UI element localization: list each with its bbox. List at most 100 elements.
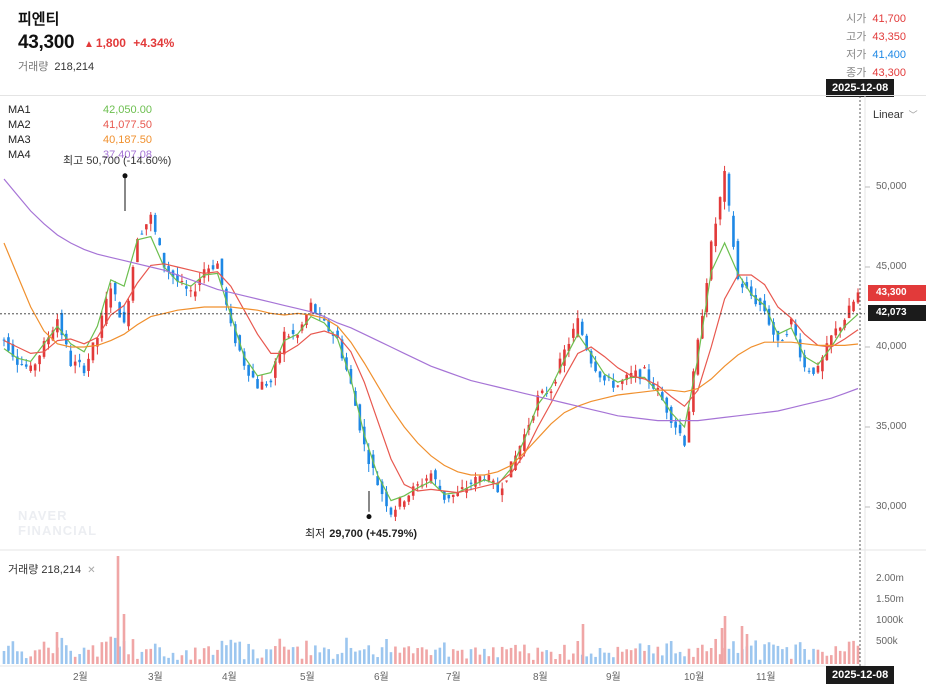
candle-body [87,358,90,371]
volume-bar [625,649,629,664]
volume-bar [434,649,437,664]
volume-bar [247,643,250,664]
candle-body [113,282,117,295]
volume-bar [514,644,517,664]
volume-bar [371,654,375,664]
volume-bar [122,614,126,664]
candle-body [189,290,193,292]
volume-bar [193,647,197,664]
volume-bar [118,646,121,664]
price-chart[interactable] [0,96,926,684]
candle-body [540,390,544,393]
candle-body [638,369,642,380]
volume-bar [549,651,553,664]
candle-body [260,381,264,390]
volume-bar [300,658,304,664]
volume-bar [389,652,393,664]
candle-body [265,383,268,386]
volume-bar [847,641,851,664]
candle-body [11,344,15,357]
candle-body [162,252,166,268]
candle-body [309,302,313,312]
volume-bar [91,645,95,664]
volume-bar [834,646,838,664]
candle-body [460,487,464,489]
candle-body [678,424,682,434]
volume-bar [60,637,64,664]
volume-bar [345,637,348,664]
volume-bar [736,652,740,664]
candle-body [585,335,588,350]
candle-body [847,305,851,319]
volume-bar [238,641,242,664]
candle-body [131,267,135,301]
x-tick-label: 5월 [300,672,315,683]
volume-bar [131,639,135,664]
volume-bar [33,650,37,664]
candle-body [2,339,6,341]
candle-body [563,349,566,366]
candle-body [247,364,250,376]
volume-bar [296,646,299,664]
volume-bar [825,655,829,664]
volume-bar [96,656,99,664]
volume-tick-label: 2.00m [876,573,904,584]
volume-bar [563,644,566,664]
candle-body [616,385,620,387]
candle-body [331,334,335,336]
scale-selector[interactable]: Linear ﹀ [873,108,918,121]
candle-body [776,331,780,341]
candle-body [709,241,713,280]
candle-body [42,341,46,357]
close-icon[interactable]: ✕ [87,565,96,576]
candle-body [727,173,731,206]
volume-bar [158,647,161,664]
candle-body [380,481,384,495]
candle-body [60,313,64,336]
volume-bar [469,649,473,664]
candle-body [718,197,722,220]
volume-bar [798,642,802,664]
candle-body [96,338,99,347]
volume-bar [73,656,77,664]
volume-bar [385,639,388,664]
candle-body [572,328,575,338]
candle-body [625,374,629,380]
volume-bar [429,655,433,664]
stock-name: 피엔티 [18,11,60,28]
volume-bar [772,644,775,664]
volume-bar [153,643,157,664]
volume-bar [51,653,55,664]
watermark-line1: NAVER [18,508,68,523]
candle-body [349,368,353,384]
volume-bar [816,649,820,664]
candle-body [38,355,41,365]
candle-body [785,334,789,336]
candle-body [51,330,55,341]
volume-bar [607,652,611,664]
volume-bar [287,649,290,664]
ohlc-panel: 시가 41,700 고가 43,350 저가 41,400 종가 43,300 [846,10,906,82]
candle-body [451,494,455,497]
candle-body [612,380,615,388]
current-price: 43,300 [18,32,75,53]
volume-bar [540,651,544,664]
volume-bar [113,637,117,664]
candle-body [82,365,86,374]
high-marker-dot [122,173,128,179]
ma1-name: MA1 [8,104,31,116]
candle-body [772,322,775,335]
volume-bar [269,649,273,664]
candle-body [825,343,829,361]
ma2-name: MA2 [8,119,31,131]
y-tick-label: 50,000 [876,181,907,192]
volume-bar [38,649,41,664]
candle-body [576,318,580,337]
volume-bar [749,645,753,664]
volume-bar [149,648,153,664]
volume-bar [674,653,677,664]
cursor-price-tag: 42,073 [868,305,926,321]
volume-summary: 거래량 218,214 [18,58,94,74]
candle-body [634,370,637,377]
ma-legend: MA1 42,050.00 MA2 41,077.50 MA3 40,187.50 M… [8,103,152,163]
